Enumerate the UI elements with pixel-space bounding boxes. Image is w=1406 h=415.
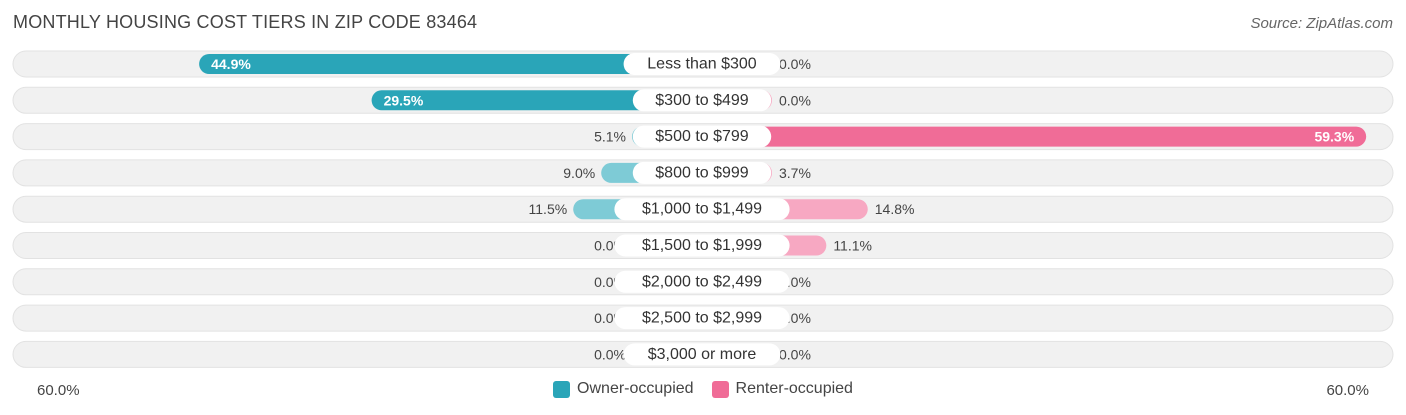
category-label: $300 to $499 xyxy=(655,92,749,109)
legend-item-owner: Owner-occupied xyxy=(553,380,694,398)
axis-left-label: 60.0% xyxy=(37,382,80,399)
renter-value-label: 3.7% xyxy=(779,165,811,181)
chart-title: MONTHLY HOUSING COST TIERS IN ZIP CODE 8… xyxy=(13,12,478,32)
owner-value-label: 9.0% xyxy=(563,165,595,181)
owner-value-label: 29.5% xyxy=(384,92,424,108)
category-label: $3,000 or more xyxy=(648,346,757,363)
axis-right-label: 60.0% xyxy=(1326,382,1369,399)
category-pill xyxy=(614,198,790,221)
category-label: $1,000 to $1,499 xyxy=(642,201,762,218)
legend-label-renter: Renter-occupied xyxy=(735,380,853,397)
legend-swatch-renter xyxy=(711,380,729,398)
renter-bar xyxy=(702,126,1367,147)
category-pill xyxy=(623,343,781,366)
category-label: $800 to $999 xyxy=(655,164,749,181)
category-label: $500 to $799 xyxy=(655,128,749,145)
category-label: $2,500 to $2,999 xyxy=(642,310,762,327)
owner-bar xyxy=(199,54,702,74)
category-pill xyxy=(632,125,772,148)
renter-value-label: 59.3% xyxy=(1314,129,1354,145)
renter-value-label: 14.8% xyxy=(875,201,915,217)
category-pill xyxy=(632,89,772,112)
owner-value-label: 11.5% xyxy=(529,201,568,217)
renter-value-label: 0.0% xyxy=(779,56,811,72)
category-label: $2,000 to $2,499 xyxy=(642,273,762,290)
category-pill xyxy=(614,270,790,293)
category-pill xyxy=(632,161,772,184)
category-pill xyxy=(614,307,790,330)
category-label: $1,500 to $1,999 xyxy=(642,237,762,254)
legend-label-owner: Owner-occupied xyxy=(577,380,694,397)
renter-value-label: 11.1% xyxy=(833,238,872,254)
category-pill xyxy=(623,53,781,75)
owner-value-label: 5.1% xyxy=(594,129,626,145)
legend: Owner-occupied Renter-occupied xyxy=(0,380,1406,398)
category-label: Less than $300 xyxy=(647,56,757,73)
renter-value-label: 0.0% xyxy=(779,346,811,362)
bar-chart: 44.9% 0.0% Less than $300 29.5% 0.0% $300 to … xyxy=(12,50,1394,368)
legend-item-renter: Renter-occupied xyxy=(711,380,853,398)
source-label: Source: ZipAtlas.com xyxy=(1250,15,1393,32)
owner-value-label: 44.9% xyxy=(211,56,251,72)
category-pill xyxy=(614,234,790,257)
renter-value-label: 0.0% xyxy=(779,92,811,108)
owner-value-label: 0.0% xyxy=(594,346,626,362)
legend-swatch-owner xyxy=(553,380,571,398)
owner-bar xyxy=(371,90,702,111)
